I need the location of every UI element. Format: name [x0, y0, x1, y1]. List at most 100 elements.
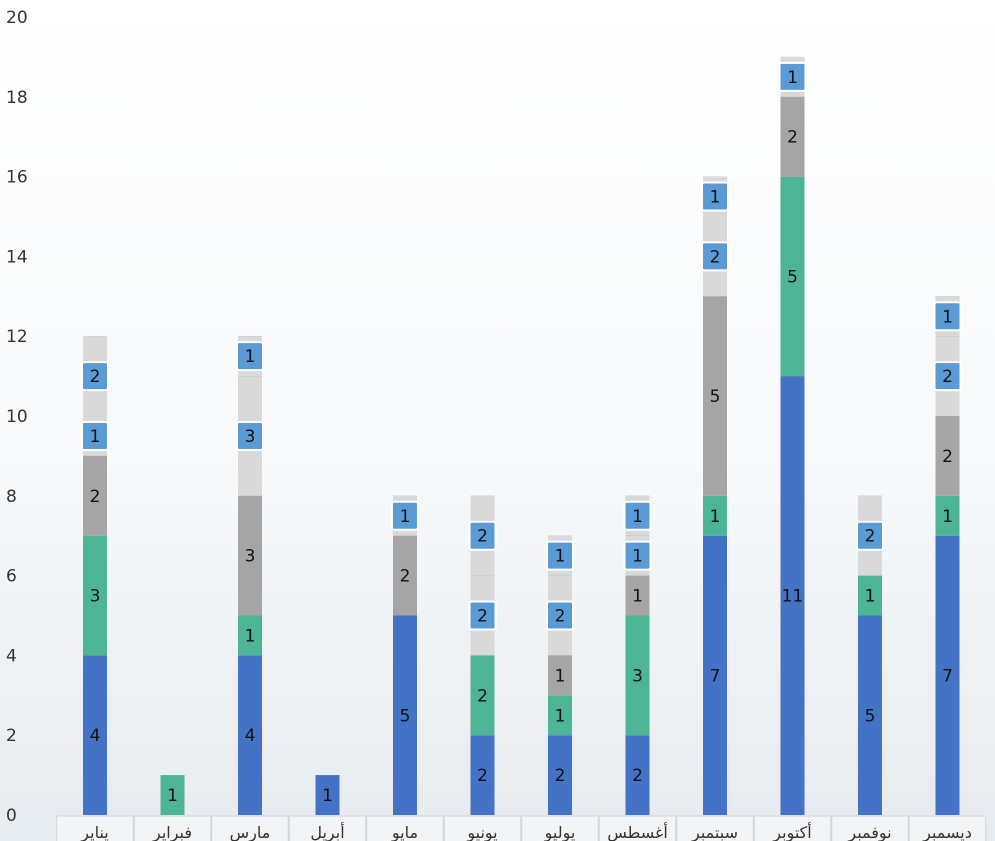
bar-segment-fill — [83, 416, 107, 422]
category-cell — [753, 815, 832, 841]
data-label: 2 — [400, 567, 411, 587]
bar-segment-fill — [83, 390, 107, 416]
data-label-box — [933, 361, 962, 392]
bar-segment — [393, 535, 417, 616]
bar-segment — [780, 376, 805, 815]
bar-segment-fill — [548, 569, 572, 576]
data-label: 5 — [710, 387, 721, 407]
category-cell — [211, 815, 289, 841]
bar-segment-fill — [625, 529, 650, 536]
data-label: 1 — [245, 626, 256, 646]
data-label: 2 — [477, 766, 488, 786]
x-tick-label: يونيو — [466, 823, 497, 841]
data-label: 1 — [555, 666, 566, 686]
data-label: 3 — [245, 547, 256, 567]
data-label: 2 — [90, 487, 101, 507]
data-label: 4 — [90, 726, 101, 746]
data-label: 2 — [477, 527, 488, 547]
bar-segment-fill — [858, 495, 882, 522]
data-label-box — [81, 361, 109, 392]
data-label-box — [236, 341, 264, 372]
bar-segment — [238, 495, 262, 616]
data-label-box — [701, 181, 729, 212]
category-cell — [831, 815, 909, 841]
data-label: 3 — [245, 427, 256, 447]
bar-segment — [83, 655, 107, 815]
bar-segment-fill — [393, 529, 417, 536]
data-label: 2 — [865, 527, 876, 547]
data-label: 1 — [632, 507, 643, 527]
x-tick-label: نوفمبر — [847, 823, 891, 841]
bar-segment-fill — [703, 216, 727, 243]
data-label: 1 — [322, 786, 333, 806]
bar-segment-fill — [238, 370, 262, 377]
bar-segment — [625, 615, 650, 736]
data-label: 3 — [632, 666, 643, 686]
bar-segment-fill — [625, 495, 650, 502]
y-tick-label: 2 — [6, 726, 17, 746]
data-label-box — [933, 301, 962, 332]
y-tick-label: 14 — [6, 247, 28, 267]
y-axis: 0 2 4 6 8 10 12 14 16 18 20 — [6, 8, 28, 826]
bar-segment-fill — [238, 336, 262, 343]
bar-segment-fill — [935, 336, 960, 363]
data-label: 1 — [942, 507, 953, 527]
data-label: 1 — [710, 188, 721, 208]
data-label: 1 — [942, 307, 953, 327]
bar-segment-fill — [935, 296, 960, 303]
data-label: 2 — [710, 247, 721, 267]
x-tick-label: مارس — [230, 823, 271, 841]
data-label: 2 — [632, 766, 643, 786]
data-label-box — [81, 420, 109, 451]
bar-segment — [703, 495, 727, 536]
data-label: 2 — [555, 607, 566, 627]
data-label: 1 — [632, 547, 643, 567]
y-tick-label: 4 — [6, 646, 17, 666]
y-tick-label: 16 — [6, 168, 28, 188]
y-tick-label: 20 — [6, 8, 28, 28]
data-label: 1 — [400, 507, 411, 527]
bar-segment-fill — [703, 270, 727, 297]
data-label: 5 — [787, 267, 798, 287]
bar-segment-fill — [625, 535, 650, 542]
bar-segment — [548, 655, 572, 696]
x-axis: يناير فبراير مارس أبريل مايو يونيو يوليو أغسطس س… — [56, 815, 987, 841]
bar-segment-fill — [83, 449, 107, 456]
bar-segment-fill — [625, 569, 650, 576]
bar-segment-fill — [780, 56, 805, 63]
category-cell — [56, 815, 134, 841]
bar-segment — [703, 535, 727, 815]
data-label: 1 — [555, 706, 566, 726]
bar-segment-fill — [548, 535, 572, 542]
category-cell — [521, 815, 599, 841]
bar-segment-fill — [548, 575, 572, 602]
x-tick-label: يوليو — [544, 823, 576, 841]
x-tick-label: أغسطس — [607, 822, 668, 841]
data-label-box — [856, 520, 884, 551]
bar-segment — [238, 655, 262, 815]
bar-segment-fill — [935, 330, 960, 337]
bar-segment — [83, 455, 107, 536]
bar-segment — [315, 775, 340, 815]
data-label: 2 — [787, 128, 798, 148]
bar-segment-fill — [858, 549, 882, 576]
y-tick-label: 6 — [6, 567, 17, 587]
data-label: 2 — [477, 607, 488, 627]
bar-segment — [548, 695, 572, 736]
category-cell — [443, 815, 522, 841]
bar-segment — [625, 735, 650, 815]
y-tick-label: 8 — [6, 487, 17, 507]
data-label: 5 — [400, 706, 411, 726]
bar-segment-fill — [548, 629, 572, 656]
data-label: 7 — [710, 666, 721, 686]
data-label: 4 — [245, 726, 256, 746]
data-label-box — [623, 500, 652, 531]
data-label-box — [391, 500, 419, 531]
y-tick-label: 18 — [6, 88, 28, 108]
data-label: 1 — [167, 786, 178, 806]
bar-segment-fill — [935, 390, 960, 416]
bar-segment — [780, 96, 805, 177]
x-tick-label: أبريل — [310, 822, 344, 841]
bar-segment — [935, 495, 960, 536]
bar-segment — [548, 735, 572, 815]
